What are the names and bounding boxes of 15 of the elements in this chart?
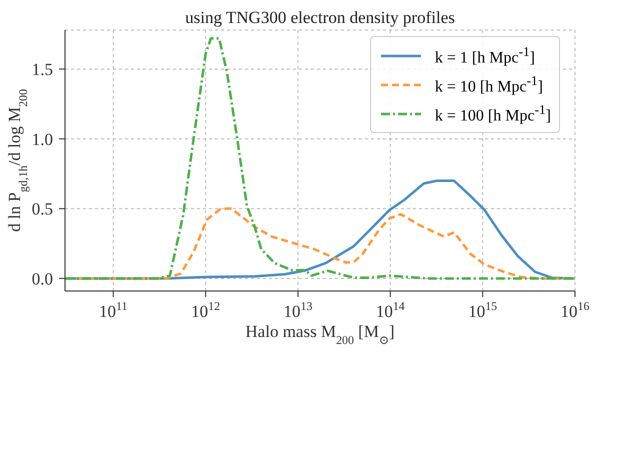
chart-title: using TNG300 electron density profiles xyxy=(184,8,456,28)
legend-label: k = 10 [h Mpc$^{-1}$] xyxy=(434,72,543,96)
legend-label: k = 1 [h Mpc$^{-1}$] xyxy=(434,44,535,68)
x-axis-title: Halo mass M$_{200}$ [M$_{⊙}$] xyxy=(245,322,395,347)
x-tick-label: 10$^{12}$ xyxy=(191,299,220,321)
y-tick-label: 0.5 xyxy=(32,200,53,219)
x-tick-label: 10$^{13}$ xyxy=(284,299,312,321)
x-tick-label: 10$^{15}$ xyxy=(468,299,498,321)
y-tick-label: 1.5 xyxy=(32,60,53,80)
x-tick-label: 10$^{16}$ xyxy=(560,299,590,321)
y-tick-label: 1.0 xyxy=(32,130,53,149)
x-tick-label: 10$^{11}$ xyxy=(99,299,128,321)
legend-label: k = 100 [h Mpc$^{-1}$] xyxy=(434,102,551,126)
x-tick-label: 10$^{14}$ xyxy=(376,299,405,321)
y-tick-label: 0.0 xyxy=(32,269,53,288)
